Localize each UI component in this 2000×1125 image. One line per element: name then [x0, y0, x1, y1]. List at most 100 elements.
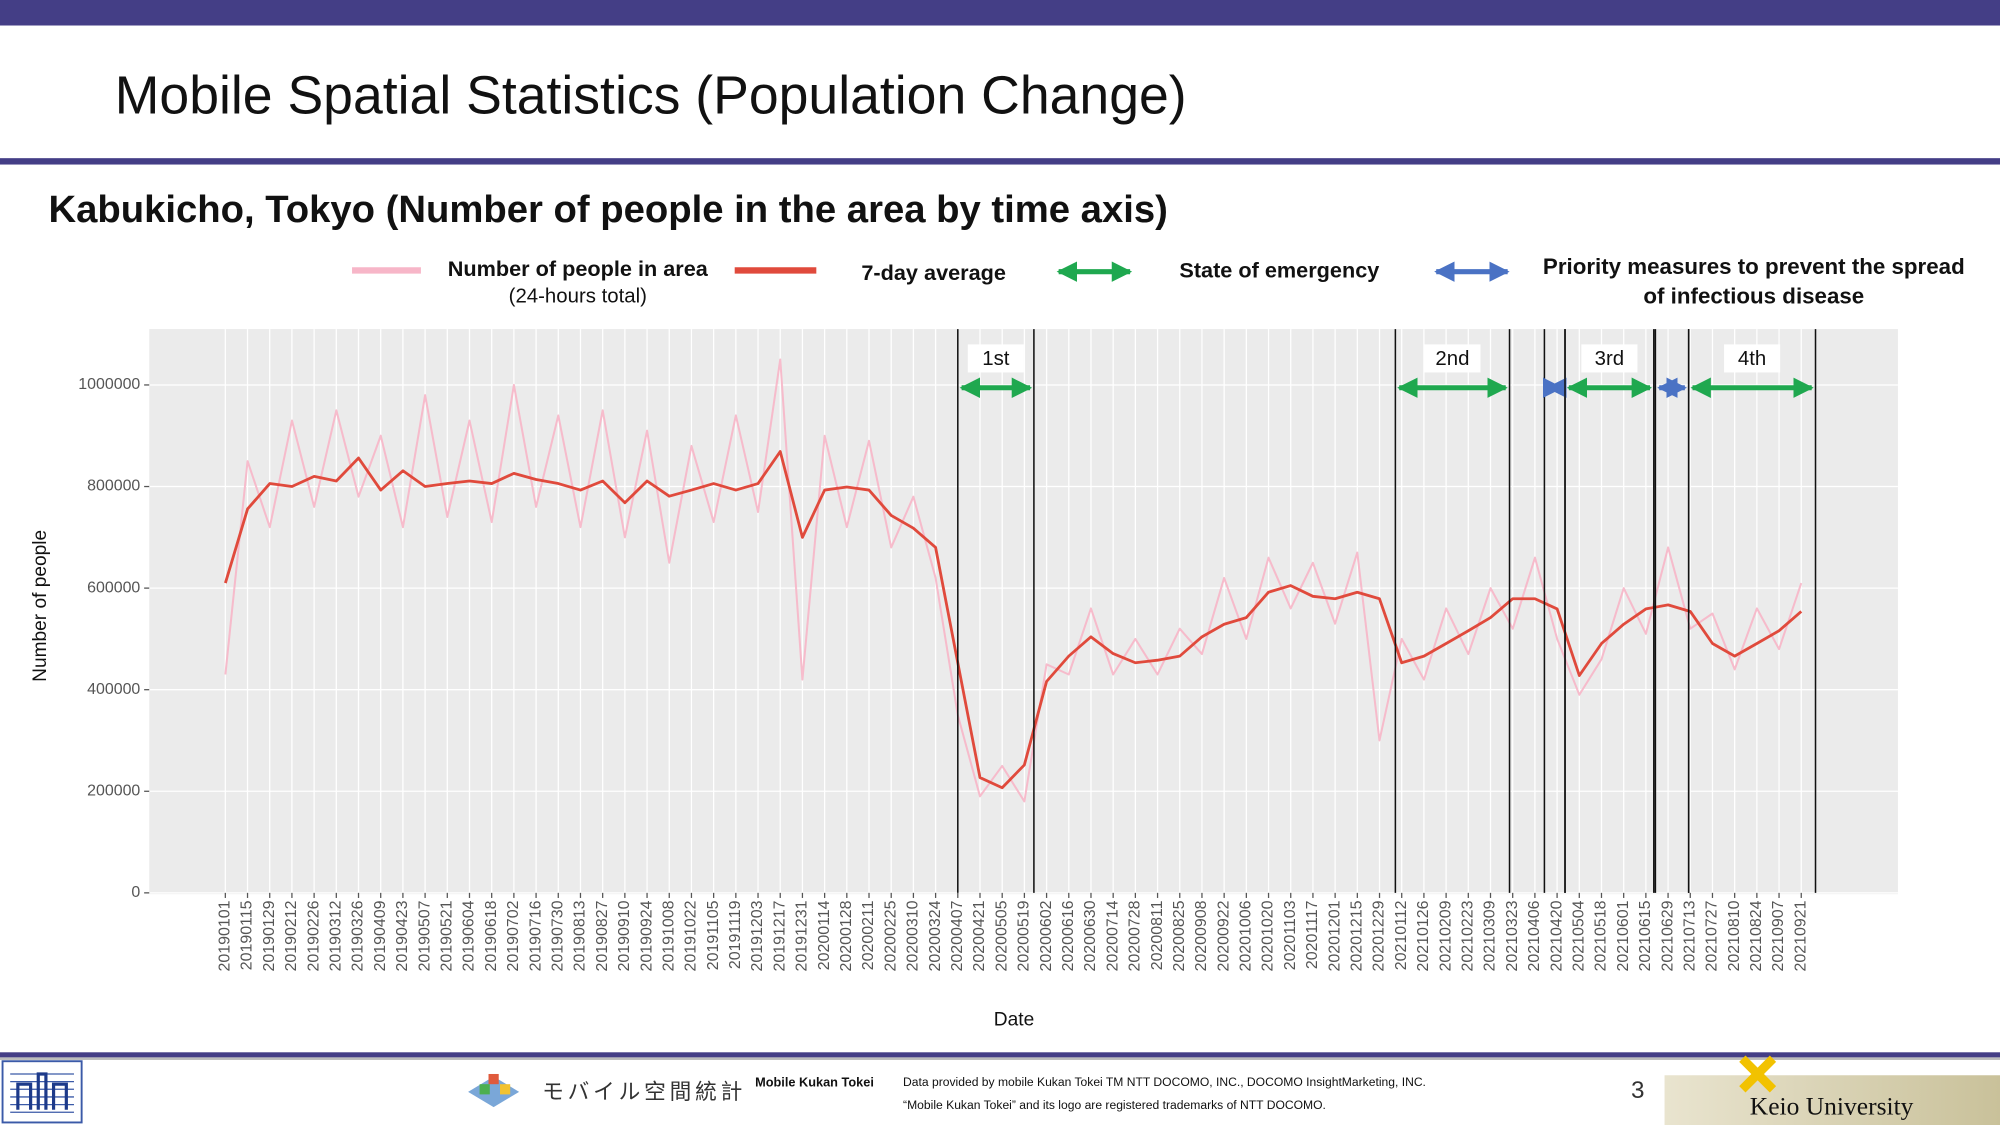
x-tick-label: 20190129	[261, 900, 278, 971]
x-tick-label: 20210504	[1570, 900, 1587, 971]
x-tick-label: 20200114	[816, 900, 833, 970]
x-tick-label: 20200825	[1171, 900, 1188, 971]
university: Keio University	[1750, 1091, 1914, 1120]
x-tick-label: 20200908	[1193, 900, 1210, 971]
x-tick-label: 20190507	[416, 900, 433, 971]
x-tick-label: 20190115	[239, 900, 256, 970]
x-tick-label: 20210713	[1681, 900, 1698, 971]
x-tick-label: 20200225	[882, 900, 899, 971]
x-tick-label: 20210406	[1526, 900, 1543, 971]
x-tick-label: 20210907	[1770, 900, 1787, 971]
period-label-box	[967, 344, 1024, 373]
period-label-box	[1424, 344, 1481, 373]
x-tick-label: 20210810	[1726, 900, 1743, 971]
x-tick-label: 20191203	[749, 900, 766, 971]
legend: Number of people in area (24-hours total…	[352, 253, 1965, 309]
x-tick-label: 20200324	[927, 900, 944, 971]
x-tick-label: 20190212	[283, 900, 300, 971]
period-label: 4th	[1738, 348, 1766, 370]
x-tick-label: 20200407	[949, 900, 966, 971]
x-tick-label: 20210323	[1504, 900, 1521, 971]
x-tick-label: 20191105	[705, 900, 722, 970]
x-tick-label: 20210209	[1437, 900, 1454, 971]
x-tick-label: 20210615	[1637, 900, 1654, 971]
period-label-box	[1724, 344, 1781, 373]
x-axis-title: Date	[994, 1009, 1034, 1030]
legend-label: 7-day average	[861, 260, 1006, 285]
x-tick-label: 20200714	[1104, 900, 1121, 971]
x-tick-label: 20210126	[1415, 900, 1432, 971]
x-tick-label: 20190101	[217, 900, 234, 971]
x-tick-label: 20201215	[1349, 900, 1366, 971]
x-tick-label: 20210601	[1615, 900, 1632, 971]
x-tick-label: 20190312	[328, 900, 345, 971]
x-tick-label: 20201006	[1238, 900, 1255, 971]
x-tick-label: 20191008	[660, 900, 677, 971]
x-tick-label: 20210518	[1593, 900, 1610, 971]
x-tick-label: 20190423	[394, 900, 411, 971]
x-tick-label: 20190730	[549, 900, 566, 971]
x-tick-label: 20200602	[1038, 900, 1055, 971]
x-tick-label: 20201117	[1304, 900, 1321, 969]
footer-rule	[0, 1052, 2000, 1058]
keio-emblem	[1739, 1055, 1777, 1093]
brand: Mobile Kukan Tokei	[755, 1074, 874, 1089]
footer-rule-2	[0, 1057, 2000, 1060]
x-tick-label: 20190521	[438, 900, 455, 971]
x-tick-label: 20200128	[838, 900, 855, 971]
legend-label: Number of people in area	[448, 256, 709, 281]
series-line	[224, 450, 1803, 790]
x-tick-label: 20190618	[483, 900, 500, 971]
legend-label: State of emergency	[1179, 257, 1379, 282]
x-tick-label: 20201201	[1326, 900, 1343, 971]
x-tick-label: 20191119	[727, 900, 744, 969]
x-tick-label: 20190604	[461, 900, 478, 971]
x-tick-label: 20200505	[993, 900, 1010, 971]
footer-logo	[1, 1060, 83, 1124]
y-tick-label: 200000	[87, 782, 140, 799]
x-tick-label: 20191231	[794, 900, 811, 971]
x-tick-label: 20190924	[638, 900, 655, 971]
mobile-kukan-logo	[468, 1073, 520, 1108]
logo-text: モバイル空間統計	[542, 1079, 746, 1104]
x-tick-label: 20191217	[771, 900, 788, 971]
x-tick-label: 20190702	[505, 900, 522, 971]
legend-label-box: Priority measures to prevent the spread …	[1542, 253, 1965, 309]
x-tick-label: 20190326	[350, 900, 367, 971]
top-band	[0, 0, 2000, 26]
period-label: 3rd	[1595, 348, 1624, 370]
legend-note: (24-hours total)	[509, 286, 647, 308]
x-tick-label: 20201103	[1282, 900, 1299, 970]
credit: Data provided by mobile Kukan Tokei TM N…	[903, 1075, 1426, 1089]
period-label-box	[1581, 344, 1638, 373]
x-tick-label: 20190409	[372, 900, 389, 971]
slide-title: Mobile Spatial Statistics (Population Ch…	[115, 67, 1187, 126]
x-tick-label: 20190716	[527, 900, 544, 971]
x-tick-label: 20200310	[905, 900, 922, 971]
x-tick-label: 20210921	[1792, 900, 1809, 971]
y-tick-label: 600000	[87, 579, 140, 596]
y-tick-label: 400000	[87, 681, 140, 698]
y-tick-label: 800000	[87, 478, 140, 495]
x-tick-label: 20190813	[572, 900, 589, 971]
x-tick-label: 20200211	[860, 900, 877, 970]
x-tick-label: 20200421	[971, 900, 988, 971]
y-tick-label: 0	[131, 884, 140, 901]
x-tick-label: 20201020	[1260, 900, 1277, 971]
slide-subtitle: Kabukicho, Tokyo (Number of people in th…	[48, 188, 1167, 231]
x-tick-label: 20191022	[683, 900, 700, 971]
x-tick-label: 20200616	[1060, 900, 1077, 971]
x-tick-label: 20210112	[1393, 900, 1410, 970]
title-rule	[0, 158, 2000, 165]
x-tick-label: 20201229	[1371, 900, 1388, 971]
page-number: 3	[1631, 1077, 1644, 1104]
x-tick-label: 20210420	[1548, 900, 1565, 971]
keio-band	[1664, 1075, 2000, 1125]
legend-label: Priority measures to prevent the spread …	[1542, 253, 1965, 309]
x-tick-label: 20210727	[1704, 900, 1721, 971]
x-tick-label: 20210629	[1659, 900, 1676, 971]
trademark: “Mobile Kukan Tokei” and its logo are re…	[903, 1098, 1326, 1112]
x-tick-label: 20200728	[1127, 900, 1144, 971]
